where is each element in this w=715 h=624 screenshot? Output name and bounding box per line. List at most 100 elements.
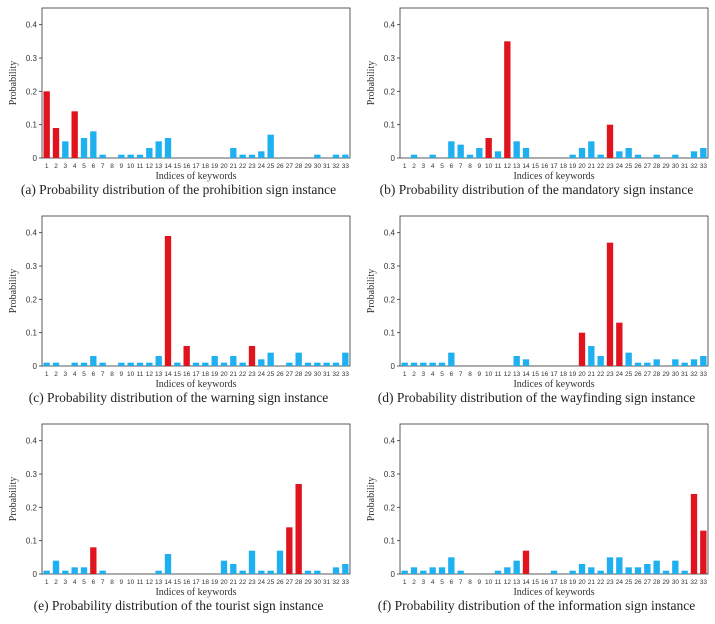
x-tick-label: 33 [700, 163, 708, 170]
bar [597, 356, 604, 366]
x-tick-label: 8 [110, 579, 114, 586]
x-tick-label: 5 [82, 371, 86, 378]
x-tick-label: 2 [412, 579, 416, 586]
bar [513, 141, 520, 158]
y-tick-label: 0.4 [384, 437, 396, 446]
chart-panel-b: 0 0.1 0.2 0.3 0.4 1 2 3 4 5 6 7 8 9 10 11 12 13 14 15 16 17 18… [358, 0, 715, 208]
x-tick-label: 16 [541, 579, 549, 586]
x-tick-label: 30 [672, 371, 680, 378]
x-tick-label: 17 [550, 579, 558, 586]
x-tick-label: 7 [101, 371, 105, 378]
x-tick-label: 20 [220, 163, 228, 170]
x-tick-label: 4 [431, 371, 435, 378]
bar [136, 362, 144, 366]
bar [569, 570, 576, 574]
bar-chart-b: 00.10.20.30.41 2 3 4 5 6 7 8 9 10 11 12 13 14 15 16 17 18… [366, 7, 709, 182]
bar [80, 138, 88, 158]
bar [332, 154, 340, 158]
x-tick-label: 19 [211, 579, 219, 586]
y-axis-label: Probability [8, 477, 19, 521]
bar [192, 362, 200, 366]
x-tick-label: 28 [653, 163, 661, 170]
bar [494, 570, 502, 574]
x-tick-label: 2 [54, 579, 58, 586]
bar [401, 570, 408, 574]
x-tick-label: 15 [174, 579, 182, 586]
bar [267, 134, 274, 158]
y-tick-label: 0.2 [26, 87, 38, 96]
x-tick-label: 6 [92, 579, 96, 586]
x-tick-label: 4 [73, 163, 77, 170]
x-tick-label: 22 [239, 579, 247, 586]
bar [248, 550, 256, 574]
x-tick-label: 8 [468, 163, 472, 170]
bar-chart-e: 00.10.20.30.41 2 3 4 5 6 7 8 9 10 11 12 13 14 15 16 17 18… [8, 423, 351, 598]
x-tick-label: 1 [45, 579, 49, 586]
x-tick-label: 30 [314, 371, 322, 378]
bar [672, 154, 679, 158]
bar [52, 560, 60, 574]
bar [466, 154, 474, 158]
bar [588, 567, 595, 574]
bar [522, 550, 530, 574]
bar [202, 362, 209, 366]
y-tick-label: 0.1 [26, 537, 38, 546]
x-tick-label: 21 [230, 163, 238, 170]
x-tick-label: 5 [82, 163, 86, 170]
y-tick-label: 0.2 [384, 87, 396, 96]
y-tick-label: 0.3 [384, 262, 396, 271]
bar [420, 570, 427, 574]
x-tick-label: 11 [495, 371, 502, 378]
bar [258, 151, 265, 158]
x-tick-label: 22 [597, 371, 605, 378]
x-tick-label: 25 [625, 371, 633, 378]
bar [625, 148, 632, 158]
x-axis-label: Indices of keywords [513, 171, 594, 182]
y-tick-label: 0.2 [384, 503, 396, 512]
x-tick-label: 13 [155, 579, 163, 586]
x-tick-label: 8 [468, 579, 472, 586]
x-tick-label: 7 [459, 163, 463, 170]
bar [230, 564, 237, 574]
x-tick-label: 12 [146, 579, 154, 586]
y-tick-label: 0 [391, 362, 396, 371]
chart-panel-d: 0 0.1 0.2 0.3 0.4 1 2 3 4 5 6 7 8 9 10 11 12 13 14 15 16 17 18… [358, 208, 715, 416]
x-tick-label: 6 [92, 163, 96, 170]
x-tick-label: 3 [64, 579, 68, 586]
bar [616, 151, 623, 158]
x-tick-label: 2 [412, 163, 416, 170]
bar [653, 359, 660, 366]
bar [504, 41, 511, 159]
chart-panel-a: 0 0.1 0.2 0.3 0.4 1 2 3 4 5 6 7 8 9 10 11 12 13 14 15 16 17 18… [0, 0, 357, 208]
bar [700, 530, 707, 574]
x-tick-label: 32 [332, 371, 340, 378]
x-tick-label: 11 [137, 579, 144, 586]
x-tick-label: 12 [146, 163, 154, 170]
bar [410, 154, 418, 158]
bar [569, 154, 576, 158]
bar [286, 362, 293, 366]
y-tick-label: 0.4 [26, 437, 38, 446]
chart-caption-b: (b) Probability distribution of the mand… [379, 182, 694, 197]
x-tick-label: 27 [644, 163, 652, 170]
x-tick-label: 32 [690, 579, 698, 586]
x-tick-label: 18 [202, 579, 210, 586]
y-tick-label: 0.1 [26, 329, 38, 338]
x-tick-label: 30 [314, 163, 322, 170]
x-tick-label: 4 [431, 579, 435, 586]
plot-frame [41, 215, 351, 367]
bar [401, 362, 408, 366]
x-tick-label: 31 [323, 163, 331, 170]
x-tick-label: 16 [183, 579, 191, 586]
x-tick-label: 9 [120, 579, 124, 586]
bar [504, 567, 511, 574]
bar [239, 362, 246, 366]
bar [52, 362, 60, 366]
bar [625, 352, 632, 366]
bar [332, 362, 340, 366]
x-tick-label: 33 [700, 371, 708, 378]
x-tick-label: 15 [532, 579, 540, 586]
x-tick-label: 23 [606, 371, 614, 378]
x-tick-label: 18 [560, 579, 568, 586]
y-tick-label: 0.4 [384, 229, 396, 238]
